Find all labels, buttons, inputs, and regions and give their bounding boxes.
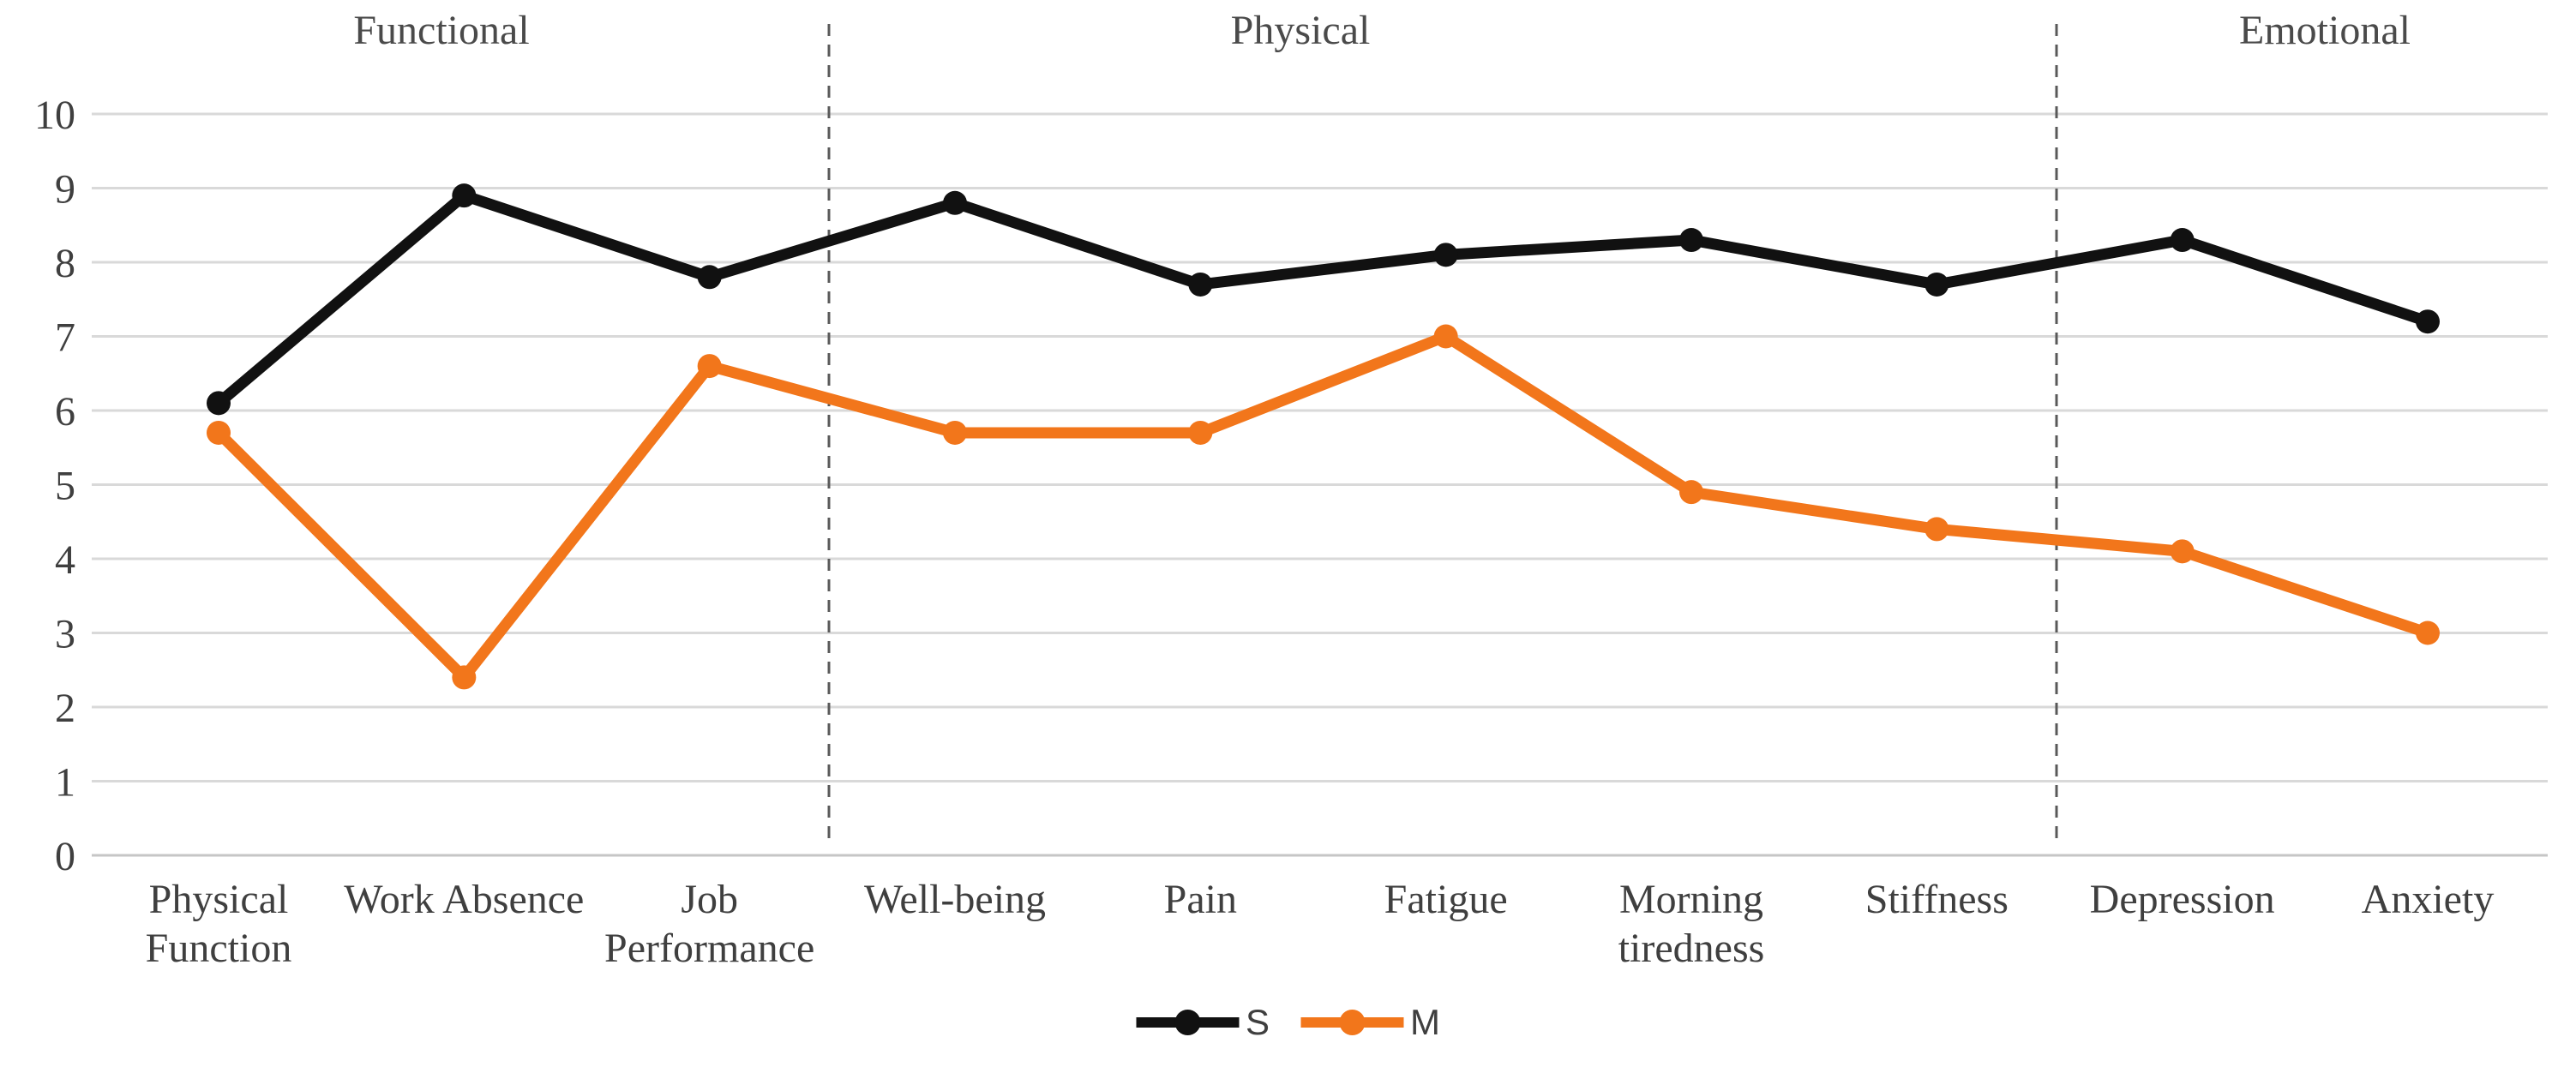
y-tick-label: 9 bbox=[55, 167, 75, 213]
x-axis-label-work-absence: Work Absence bbox=[344, 877, 585, 922]
data-point-M-fatigue bbox=[1433, 324, 1458, 349]
data-point-M-morning-tiredness bbox=[1679, 480, 1703, 505]
data-point-S-morning-tiredness bbox=[1679, 228, 1703, 253]
y-tick-label: 0 bbox=[55, 834, 75, 879]
data-point-M-job-performance bbox=[697, 354, 722, 379]
data-point-M-work-absence bbox=[452, 665, 477, 690]
section-label-functional: Functional bbox=[353, 8, 530, 53]
y-tick-label: 1 bbox=[55, 760, 75, 806]
y-tick-label: 2 bbox=[55, 686, 75, 731]
legend-label-M: M bbox=[1410, 1002, 1441, 1042]
data-point-S-physical-function bbox=[207, 391, 231, 416]
x-axis-label-well-being: Well-being bbox=[863, 877, 1047, 922]
y-tick-label: 10 bbox=[34, 93, 75, 138]
data-point-S-fatigue bbox=[1433, 243, 1458, 267]
data-point-M-stiffness bbox=[1924, 517, 1949, 542]
data-point-M-anxiety bbox=[2416, 620, 2440, 645]
legend-marker-M bbox=[1300, 1010, 1404, 1035]
section-label-emotional: Emotional bbox=[2239, 8, 2411, 53]
legend-item-M: M bbox=[1300, 1004, 1440, 1040]
legend-item-S: S bbox=[1135, 1002, 1270, 1042]
x-axis-label-job-performance: Job Performance bbox=[604, 877, 815, 971]
legend-dot-M bbox=[1339, 1010, 1366, 1035]
x-axis-label-stiffness: Stiffness bbox=[1864, 877, 2009, 922]
y-tick-label: 6 bbox=[55, 389, 75, 435]
data-point-S-stiffness bbox=[1924, 272, 1949, 297]
data-point-S-job-performance bbox=[697, 265, 722, 290]
x-axis-label-anxiety: Anxiety bbox=[2361, 877, 2495, 922]
x-axis-label-depression: Depression bbox=[2089, 877, 2275, 922]
series-line-S bbox=[213, 189, 2434, 409]
legend-marker-S bbox=[1135, 1010, 1239, 1035]
data-point-S-depression bbox=[2170, 228, 2195, 253]
y-tick-label: 5 bbox=[55, 464, 75, 509]
data-point-M-physical-function bbox=[207, 420, 231, 445]
data-point-S-pain bbox=[1188, 272, 1213, 297]
data-point-S-anxiety bbox=[2416, 309, 2440, 334]
data-point-M-well-being bbox=[943, 420, 967, 445]
y-tick-label: 3 bbox=[55, 612, 75, 657]
x-axis-label-physical-function: Physical Function bbox=[145, 877, 292, 971]
y-tick-label: 7 bbox=[55, 315, 75, 361]
data-point-M-depression bbox=[2170, 539, 2195, 564]
legend-dot-S bbox=[1174, 1010, 1200, 1035]
data-point-S-work-absence bbox=[452, 183, 477, 208]
y-tick-label: 8 bbox=[55, 241, 75, 286]
x-axis-label-pain: Pain bbox=[1163, 877, 1237, 922]
y-tick-label: 4 bbox=[55, 537, 75, 583]
data-point-M-pain bbox=[1188, 420, 1213, 445]
data-point-S-well-being bbox=[943, 190, 967, 215]
x-axis-label-morning-tiredness: Morning tiredness bbox=[1618, 877, 1765, 971]
legend-label-S: S bbox=[1245, 1002, 1270, 1042]
section-label-physical: Physical bbox=[1230, 8, 1371, 53]
x-axis-label-fatigue: Fatigue bbox=[1384, 877, 1508, 922]
series-line-M bbox=[213, 331, 2434, 683]
